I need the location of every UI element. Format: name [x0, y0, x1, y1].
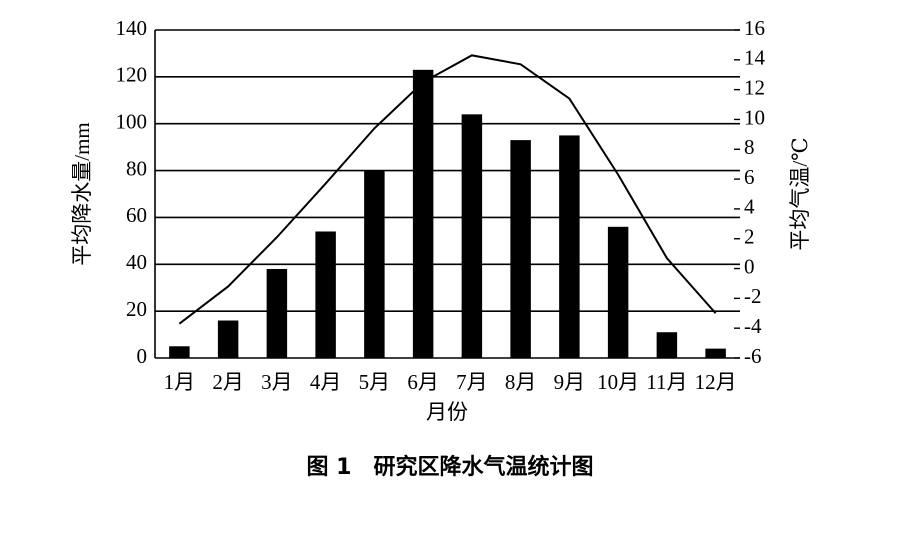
y-tick-label: 100 [116, 110, 148, 134]
x-tick-label: 6月 [407, 370, 439, 394]
y2-tick-label: -4 [744, 314, 762, 338]
x-axis-label: 月份 [426, 400, 468, 424]
bar [461, 114, 483, 358]
x-tick-label: 1月 [164, 370, 196, 394]
chart-title: 图 1 研究区降水气温统计图 [307, 454, 594, 480]
y2-tick-label: 8 [744, 135, 755, 159]
line [178, 54, 717, 325]
y-tick-label: 120 [116, 63, 148, 87]
bar [364, 170, 385, 358]
y2-tick-label: 4 [744, 195, 755, 219]
y-tick-label: 60 [126, 203, 147, 227]
bar [607, 226, 629, 358]
y-axis-label: 平均降水量/mm [70, 122, 94, 266]
y2-tick-label: 6 [744, 165, 755, 189]
y-tick-label: 40 [126, 250, 147, 274]
y2-tick-label: -2 [744, 284, 762, 308]
x-tick-label: 4月 [310, 370, 342, 394]
bar [656, 332, 678, 358]
bar [315, 231, 336, 358]
y2-tick-label: 2 [744, 225, 755, 249]
x-tick-label: 10月 [597, 370, 639, 394]
bar [510, 140, 531, 358]
y2-tick-label: 16 [744, 16, 765, 40]
bar [266, 268, 288, 358]
x-tick-label: 2月 [212, 370, 244, 394]
x-tick-label: 11月 [646, 370, 687, 394]
y2-tick-label: -6 [744, 344, 762, 368]
y-tick-label: 80 [126, 156, 147, 180]
y2-tick-label: 14 [744, 46, 766, 70]
x-tick-label: 9月 [554, 370, 586, 394]
y2-axis-label: 平均气温/℃ [788, 137, 812, 250]
bar [705, 348, 726, 358]
x-tick-label: 3月 [261, 370, 293, 394]
y-tick-label: 0 [137, 344, 148, 368]
y-tick-label: 20 [126, 297, 147, 321]
bar [559, 135, 580, 358]
y2-tick-label: 0 [744, 254, 755, 278]
x-tick-label: 7月 [456, 370, 488, 394]
bar [412, 69, 434, 358]
bar [217, 320, 239, 358]
y-tick-label: 140 [116, 16, 148, 40]
y2-tick-label: 12 [744, 75, 765, 99]
x-tick-label: 8月 [505, 370, 537, 394]
bar [169, 346, 190, 358]
x-tick-label: 12月 [695, 370, 737, 394]
y2-tick-label: 10 [744, 105, 765, 129]
x-tick-label: 5月 [359, 370, 391, 394]
